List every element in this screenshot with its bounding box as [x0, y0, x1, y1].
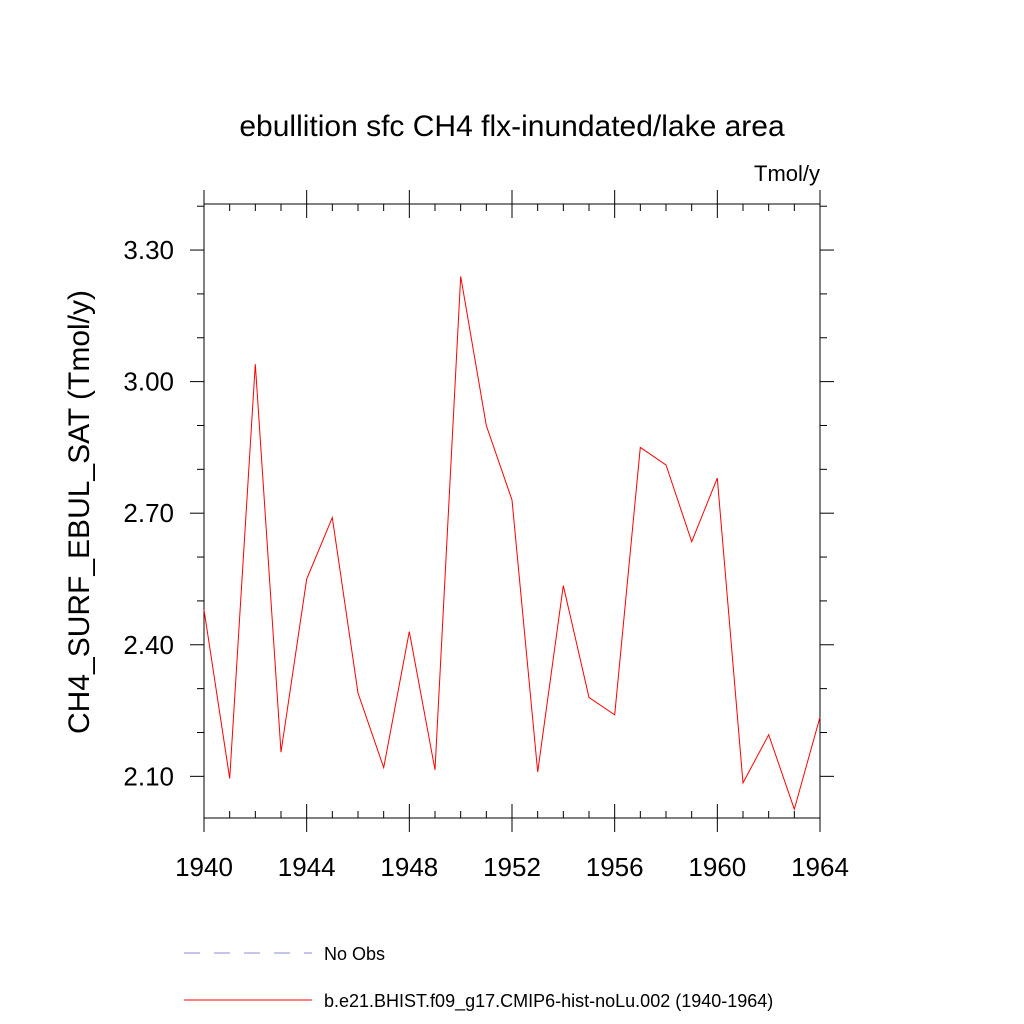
x-tick-label: 1960 — [688, 852, 746, 882]
y-tick-label: 2.40 — [123, 630, 174, 660]
axis-ticks — [190, 190, 834, 832]
x-tick-label: 1944 — [278, 852, 336, 882]
series-line-1 — [203, 276, 821, 811]
series-lines — [203, 276, 821, 811]
legend: No Obs b.e21.BHIST.f09_g17.CMIP6-hist-noL… — [184, 944, 773, 1012]
x-tick-label: 1940 — [175, 852, 233, 882]
x-tick-label: 1948 — [380, 852, 438, 882]
plot-frame — [203, 203, 821, 819]
y-tick-label: 2.10 — [123, 761, 174, 791]
units-label: Tmol/y — [754, 161, 820, 186]
legend-label: b.e21.BHIST.f09_g17.CMIP6-hist-noLu.002 … — [324, 991, 773, 1012]
chart-title: ebullition sfc CH4 flx-inundated/lake ar… — [239, 110, 785, 143]
y-tick-label: 3.00 — [123, 367, 174, 397]
legend-label: No Obs — [324, 944, 385, 964]
y-tick-label: 2.70 — [123, 498, 174, 528]
y-axis-label: CH4_SURF_EBUL_SAT (Tmol/y) — [63, 290, 96, 734]
axis-tick-labels: 1940 1944 1948 1952 1956 1960 1964 2.10 2.40 2.70… — [123, 235, 849, 882]
y-tick-label: 3.30 — [123, 235, 174, 265]
x-tick-label: 1952 — [483, 852, 541, 882]
x-tick-label: 1956 — [586, 852, 644, 882]
x-tick-label: 1964 — [791, 852, 849, 882]
